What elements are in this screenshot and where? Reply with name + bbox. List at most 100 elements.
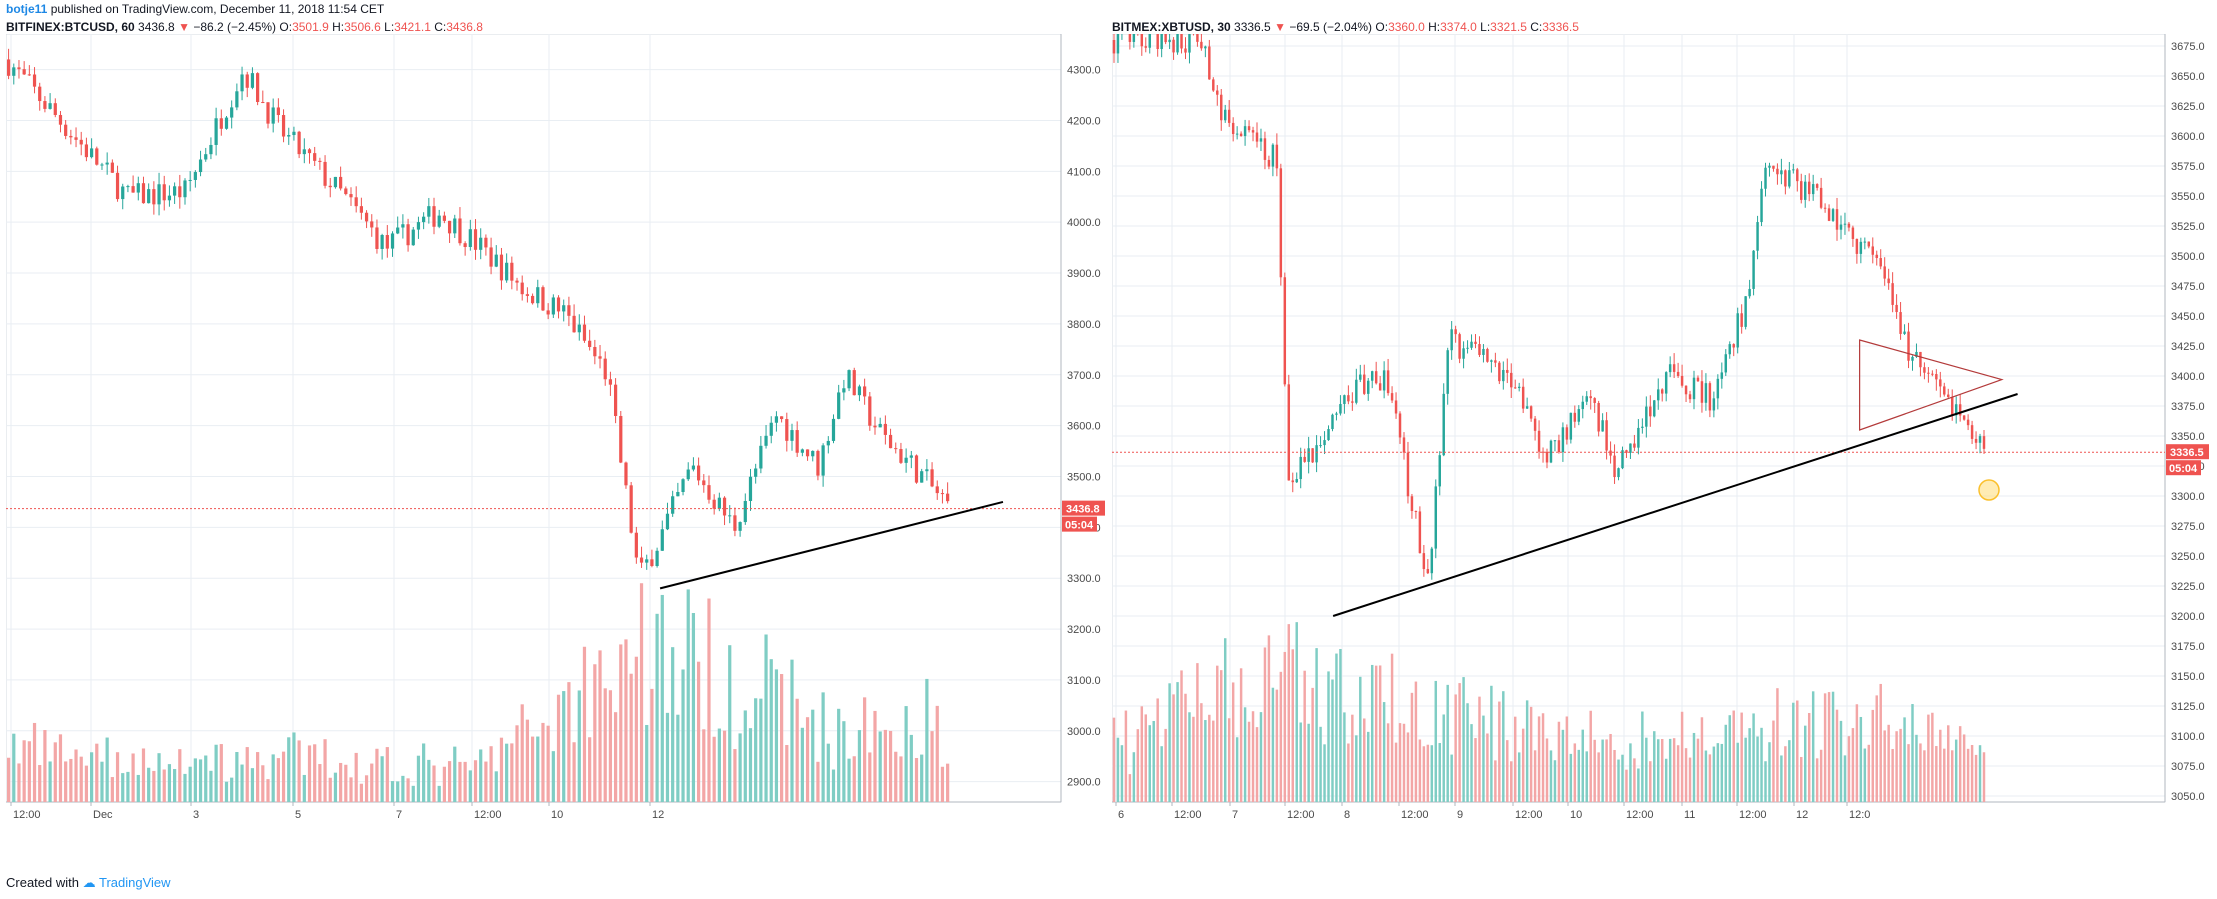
- volume-bar: [1708, 754, 1712, 802]
- candle-body: [453, 218, 457, 234]
- candle-body: [1740, 313, 1743, 327]
- candle-body: [613, 384, 618, 416]
- price-change: −69.5 (−2.04%): [1289, 20, 1373, 34]
- candlestick-chart-right[interactable]: 3675.0 3650.0 3625.0 3600.0 3575.0 3550.0 3525…: [1111, 18, 2211, 824]
- candle-body: [1442, 393, 1445, 456]
- volume-bar: [1335, 653, 1338, 802]
- candle-body: [1406, 452, 1410, 497]
- volume-bar: [1140, 706, 1144, 802]
- candle-body: [458, 218, 462, 244]
- candle-body: [178, 186, 182, 198]
- chart-pane-right[interactable]: BITMEX:XBTUSD, 30 3336.5 ▼ −69.5 (−2.04%…: [1111, 18, 2211, 824]
- volume-bar: [100, 761, 104, 802]
- time-tick-label: 12:00: [1401, 809, 1429, 821]
- volume-bar: [1617, 759, 1620, 802]
- volume-bar: [224, 781, 229, 802]
- candle-body: [1617, 468, 1620, 478]
- candle-body: [1704, 383, 1708, 403]
- volume-bar: [473, 760, 478, 802]
- candle-body: [1446, 350, 1449, 394]
- volume-bar: [95, 743, 99, 802]
- candle-body: [1502, 369, 1505, 382]
- candle-body: [1633, 443, 1636, 448]
- price-tick-label: 3150.0: [2171, 671, 2205, 683]
- countdown-tag: [2166, 460, 2201, 476]
- volume-bar: [1136, 729, 1140, 802]
- time-axis: 12:00 Dec 3 5 7 12:00 10 12: [13, 809, 664, 821]
- candle-body: [147, 189, 151, 204]
- volume-bar: [1692, 732, 1696, 802]
- price-tick-label: 3600.0: [2171, 131, 2205, 143]
- close-value: 3336.5: [1542, 20, 1579, 34]
- candle-body: [297, 131, 301, 155]
- time-tick-label: 6: [1118, 809, 1124, 821]
- volume-bar: [1243, 707, 1247, 802]
- candlestick-chart-left[interactable]: 4300.0 4200.0 4100.0 4000.0 3900.0 3800.0 3700…: [5, 33, 1107, 824]
- volume-bar: [1120, 745, 1124, 802]
- chart-pane-left[interactable]: BITFINEX:BTCUSD, 60 3436.8 ▼ −86.2 (−2.4…: [5, 20, 1107, 824]
- candle-body: [1851, 227, 1855, 239]
- candle-body: [1815, 184, 1819, 188]
- volume-bar: [1585, 751, 1588, 802]
- volume-bar: [515, 725, 519, 802]
- volume-bar: [364, 775, 369, 802]
- volume-bar: [1581, 729, 1584, 802]
- volume-bar: [1537, 716, 1541, 802]
- volume-bar: [183, 773, 187, 802]
- candle-body: [224, 117, 229, 129]
- volume-bar: [1605, 739, 1608, 802]
- volume-bar: [639, 583, 644, 802]
- author-name[interactable]: botje11: [6, 2, 48, 16]
- candle-body: [1784, 170, 1787, 187]
- time-tick-label: 12:00: [1515, 809, 1543, 821]
- candle-body: [1239, 133, 1243, 137]
- candle-body: [1875, 254, 1878, 259]
- candle-body: [1490, 360, 1493, 362]
- volume-bar: [619, 644, 623, 802]
- price-change: −86.2 (−2.45%): [193, 20, 277, 34]
- candle-body: [572, 315, 576, 333]
- volume-bar: [193, 758, 197, 802]
- candle-body: [427, 206, 431, 217]
- candle-body: [1307, 448, 1310, 462]
- volume-bar: [1112, 717, 1116, 802]
- candle-body: [1220, 94, 1223, 121]
- volume-bar: [821, 692, 825, 802]
- volume-bar: [748, 728, 753, 802]
- candle-body: [1418, 511, 1422, 554]
- price-axis: 4300.0 4200.0 4100.0 4000.0 3900.0 3800.0 3700…: [1067, 65, 1101, 789]
- volume-bar: [691, 613, 696, 802]
- candle-body: [380, 235, 384, 249]
- candle-body: [157, 184, 161, 205]
- volume-bar: [1875, 695, 1878, 802]
- volume-bar: [1307, 723, 1310, 802]
- volume-bar: [271, 754, 275, 802]
- candle-body: [696, 465, 701, 481]
- volume-bar: [1267, 635, 1271, 802]
- volume-bar: [1613, 749, 1616, 802]
- price-tick-label: 3650.0: [2171, 71, 2205, 83]
- candle-body: [1688, 394, 1692, 400]
- candle-body: [1863, 241, 1867, 243]
- tradingview-logo-icon[interactable]: ☁: [82, 875, 96, 890]
- volume-bar: [1438, 743, 1441, 802]
- price-tick-label: 3800.0: [1067, 319, 1101, 331]
- volume-bar: [1843, 755, 1847, 802]
- volume-bar: [1609, 733, 1612, 802]
- candle-body: [759, 445, 763, 469]
- candle-body: [1208, 46, 1211, 80]
- volume-bar: [1815, 758, 1819, 802]
- candle-body: [562, 305, 566, 312]
- candle-body: [390, 233, 395, 249]
- candle-body: [1935, 374, 1938, 380]
- trendline: [659, 500, 1004, 590]
- candle-body: [1962, 415, 1966, 420]
- marker-circle: [1978, 479, 2000, 501]
- volume-bar: [494, 771, 498, 802]
- volume-bar: [447, 761, 452, 802]
- volume-bar: [1454, 694, 1457, 802]
- tradingview-brand[interactable]: TradingView: [99, 875, 171, 890]
- candle-body: [38, 86, 42, 102]
- candle-body: [313, 153, 317, 161]
- volume-bar: [1680, 711, 1684, 802]
